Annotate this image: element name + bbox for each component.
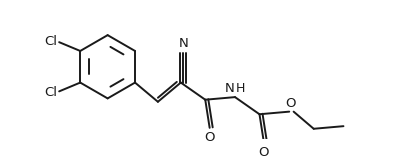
Text: N: N xyxy=(224,82,234,95)
Text: O: O xyxy=(205,131,215,144)
Text: H: H xyxy=(236,82,245,95)
Text: O: O xyxy=(285,97,295,110)
Text: N: N xyxy=(179,37,188,50)
Text: O: O xyxy=(259,146,269,158)
Text: Cl: Cl xyxy=(45,86,57,99)
Text: Cl: Cl xyxy=(45,35,57,48)
